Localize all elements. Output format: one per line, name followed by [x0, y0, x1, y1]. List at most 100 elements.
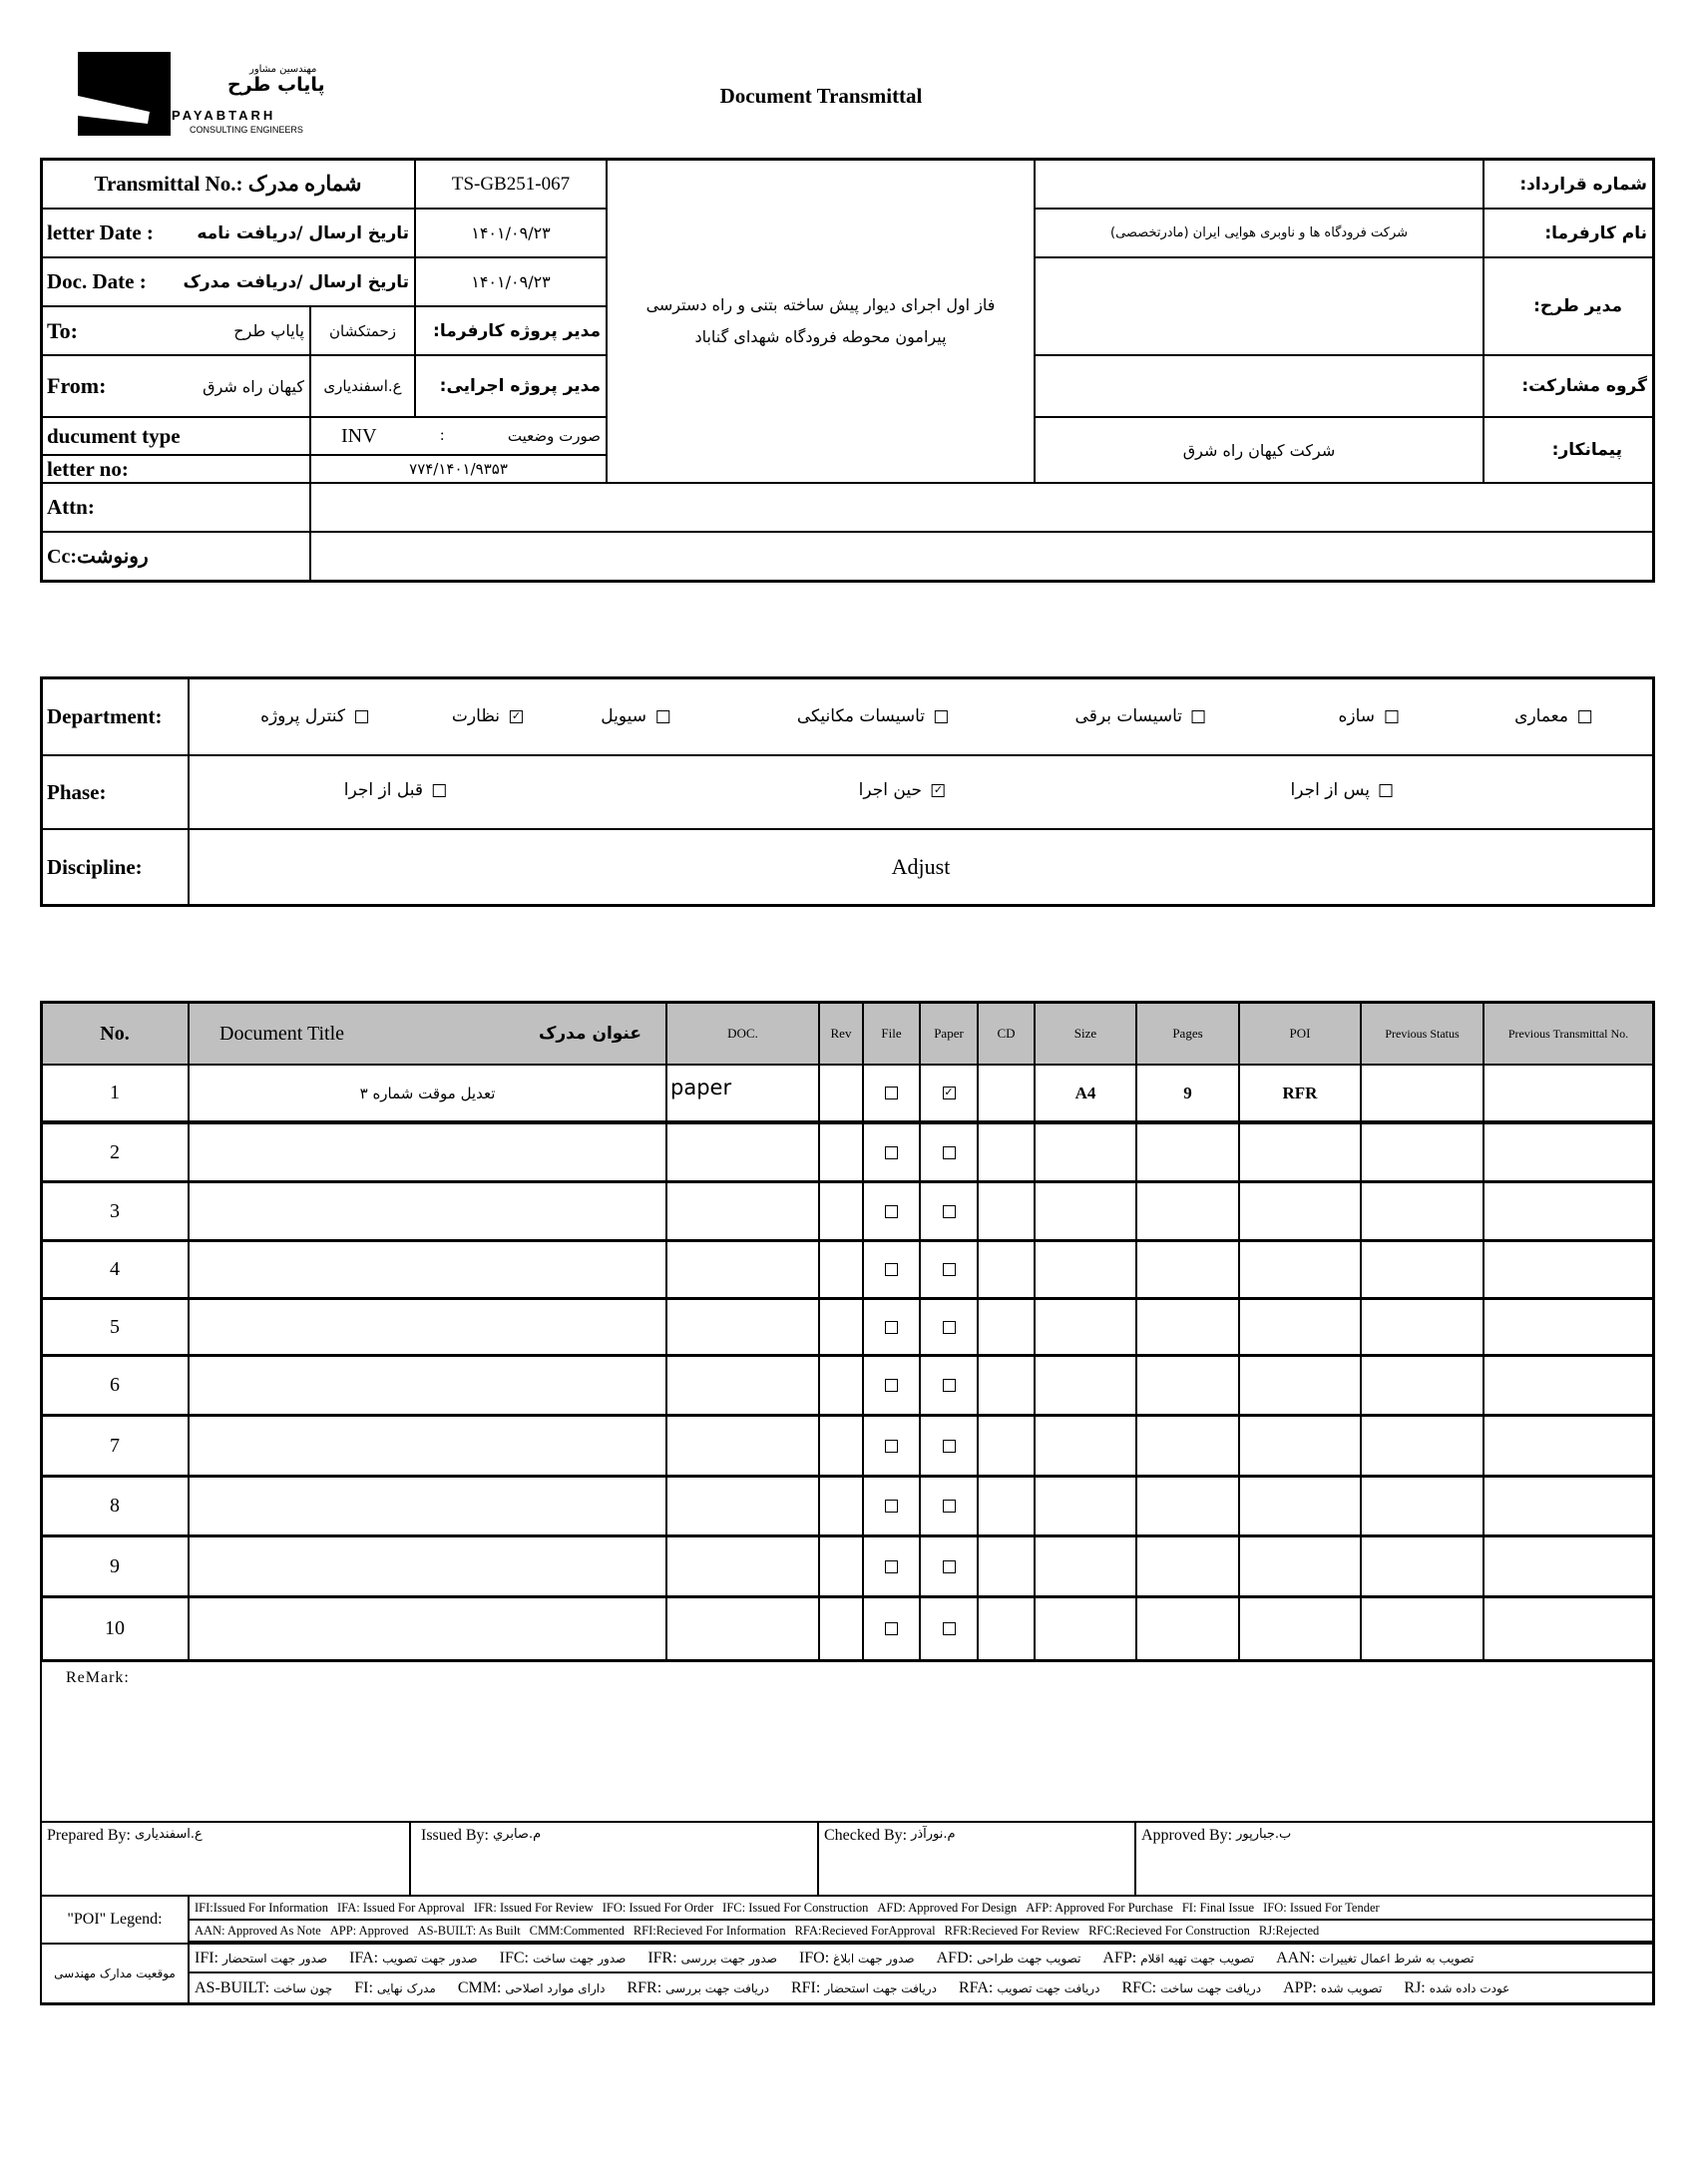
paper-checkbox-icon[interactable]: ✓	[942, 1087, 956, 1099]
cell-file[interactable]	[863, 1299, 920, 1356]
file-checkbox-icon[interactable]	[885, 1320, 898, 1334]
cell-prev-transmittal[interactable]	[1484, 1356, 1653, 1416]
cell-cd[interactable]	[978, 1477, 1035, 1536]
cell-prev-status[interactable]	[1361, 1065, 1484, 1123]
cell-prev-transmittal[interactable]	[1484, 1299, 1653, 1356]
column-header-pages[interactable]: Pages	[1136, 1003, 1239, 1065]
cell-doc[interactable]	[666, 1182, 819, 1241]
cell-paper[interactable]	[920, 1536, 978, 1597]
cell-file[interactable]	[863, 1536, 920, 1597]
cell-no[interactable]: 3	[41, 1182, 189, 1241]
file-checkbox-icon[interactable]	[885, 1204, 898, 1218]
department-option[interactable]: تاسیسات مکانیکی	[797, 706, 948, 726]
cell-rev[interactable]	[819, 1299, 863, 1356]
discipline-value[interactable]: Adjust	[189, 829, 1653, 905]
cell-rev[interactable]	[819, 1536, 863, 1597]
cell-size[interactable]	[1035, 1416, 1136, 1477]
issued-by[interactable]: Issued By: م.صابري	[410, 1822, 818, 1896]
cell-file[interactable]	[863, 1241, 920, 1299]
paper-checkbox-icon[interactable]	[942, 1622, 956, 1635]
cell-pages[interactable]	[1136, 1536, 1239, 1597]
cell-paper[interactable]: ✓	[920, 1065, 978, 1123]
paper-checkbox-icon[interactable]	[942, 1559, 956, 1573]
plan-manager-value[interactable]	[1035, 257, 1484, 355]
cell-paper[interactable]	[920, 1597, 978, 1660]
paper-checkbox-icon[interactable]	[942, 1145, 956, 1159]
cell-cd[interactable]	[978, 1182, 1035, 1241]
cell-cd[interactable]	[978, 1416, 1035, 1477]
checkbox-icon[interactable]: ✓	[510, 709, 523, 723]
file-checkbox-icon[interactable]	[885, 1500, 898, 1513]
cell-size[interactable]: A4	[1035, 1065, 1136, 1123]
column-header-cd[interactable]: CD	[978, 1003, 1035, 1065]
cell-title[interactable]	[189, 1416, 666, 1477]
cell-cd[interactable]	[978, 1123, 1035, 1182]
cell-paper[interactable]	[920, 1182, 978, 1241]
paper-checkbox-icon[interactable]	[942, 1320, 956, 1334]
checkbox-icon[interactable]	[1385, 709, 1398, 723]
cell-prev-status[interactable]	[1361, 1356, 1484, 1416]
phase-option[interactable]: قبل از اجرا	[344, 780, 446, 800]
remark-area[interactable]: ReMark:	[41, 1660, 1653, 1822]
cell-rev[interactable]	[819, 1477, 863, 1536]
cell-size[interactable]	[1035, 1477, 1136, 1536]
cell-no[interactable]: 2	[41, 1123, 189, 1182]
column-header-poi[interactable]: POI	[1239, 1003, 1361, 1065]
column-header-rev[interactable]: Rev	[819, 1003, 863, 1065]
column-header-prev-status[interactable]: Previous Status	[1361, 1003, 1484, 1065]
cell-pages[interactable]	[1136, 1299, 1239, 1356]
contractor-value[interactable]: شرکت کیهان راه شرق	[1035, 417, 1484, 483]
cell-title[interactable]	[189, 1123, 666, 1182]
cell-poi[interactable]	[1239, 1182, 1361, 1241]
checkbox-icon[interactable]	[1380, 783, 1393, 797]
cell-rev[interactable]	[819, 1356, 863, 1416]
column-header-no[interactable]: No.	[41, 1003, 189, 1065]
cell-paper[interactable]	[920, 1416, 978, 1477]
cell-pages[interactable]	[1136, 1477, 1239, 1536]
cell-prev-transmittal[interactable]	[1484, 1182, 1653, 1241]
exec-pm-name[interactable]: ع.اسفندیاری	[310, 355, 415, 417]
cell-poi[interactable]	[1239, 1536, 1361, 1597]
cell-rev[interactable]	[819, 1123, 863, 1182]
cell-prev-transmittal[interactable]	[1484, 1065, 1653, 1123]
cell-rev[interactable]	[819, 1182, 863, 1241]
cell-prev-transmittal[interactable]	[1484, 1597, 1653, 1660]
cell-pages[interactable]	[1136, 1123, 1239, 1182]
column-header-file[interactable]: File	[863, 1003, 920, 1065]
file-checkbox-icon[interactable]	[885, 1145, 898, 1159]
checkbox-icon[interactable]	[935, 709, 948, 723]
cell-prev-transmittal[interactable]	[1484, 1416, 1653, 1477]
cell-file[interactable]	[863, 1477, 920, 1536]
cell-size[interactable]	[1035, 1241, 1136, 1299]
cell-pages[interactable]	[1136, 1416, 1239, 1477]
checkbox-icon[interactable]	[656, 709, 669, 723]
cell-title[interactable]: تعدیل موقت شماره ۳	[189, 1065, 666, 1123]
file-checkbox-icon[interactable]	[885, 1379, 898, 1392]
cell-title[interactable]	[189, 1241, 666, 1299]
cell-prev-status[interactable]	[1361, 1597, 1484, 1660]
cell-pages[interactable]	[1136, 1597, 1239, 1660]
cell-poi[interactable]	[1239, 1597, 1361, 1660]
cell-file[interactable]	[863, 1123, 920, 1182]
letter-date-value[interactable]: ۱۴۰۱/۰۹/۲۳	[415, 209, 607, 257]
doc-date-value[interactable]: ۱۴۰۱/۰۹/۲۳	[415, 257, 607, 306]
checked-by[interactable]: Checked By: م.نورآذر	[818, 1822, 1135, 1896]
contract-no-value[interactable]	[1035, 160, 1484, 209]
cell-paper[interactable]	[920, 1299, 978, 1356]
cell-pages[interactable]: 9	[1136, 1065, 1239, 1123]
cell-doc[interactable]: paper	[666, 1065, 819, 1123]
cell-size[interactable]	[1035, 1597, 1136, 1660]
cell-file[interactable]	[863, 1182, 920, 1241]
client-value[interactable]: شرکت فرودگاه ها و ناوبری هوایی ایران (ما…	[1035, 209, 1484, 257]
cell-cd[interactable]	[978, 1356, 1035, 1416]
cell-file[interactable]	[863, 1065, 920, 1123]
cell-prev-transmittal[interactable]	[1484, 1536, 1653, 1597]
cell-rev[interactable]	[819, 1241, 863, 1299]
cell-size[interactable]	[1035, 1536, 1136, 1597]
phase-option[interactable]: پس از اجرا	[1291, 780, 1393, 800]
cell-cd[interactable]	[978, 1536, 1035, 1597]
cell-size[interactable]	[1035, 1356, 1136, 1416]
column-header-doc[interactable]: DOC.	[666, 1003, 819, 1065]
cell-prev-status[interactable]	[1361, 1536, 1484, 1597]
cell-cd[interactable]	[978, 1065, 1035, 1123]
